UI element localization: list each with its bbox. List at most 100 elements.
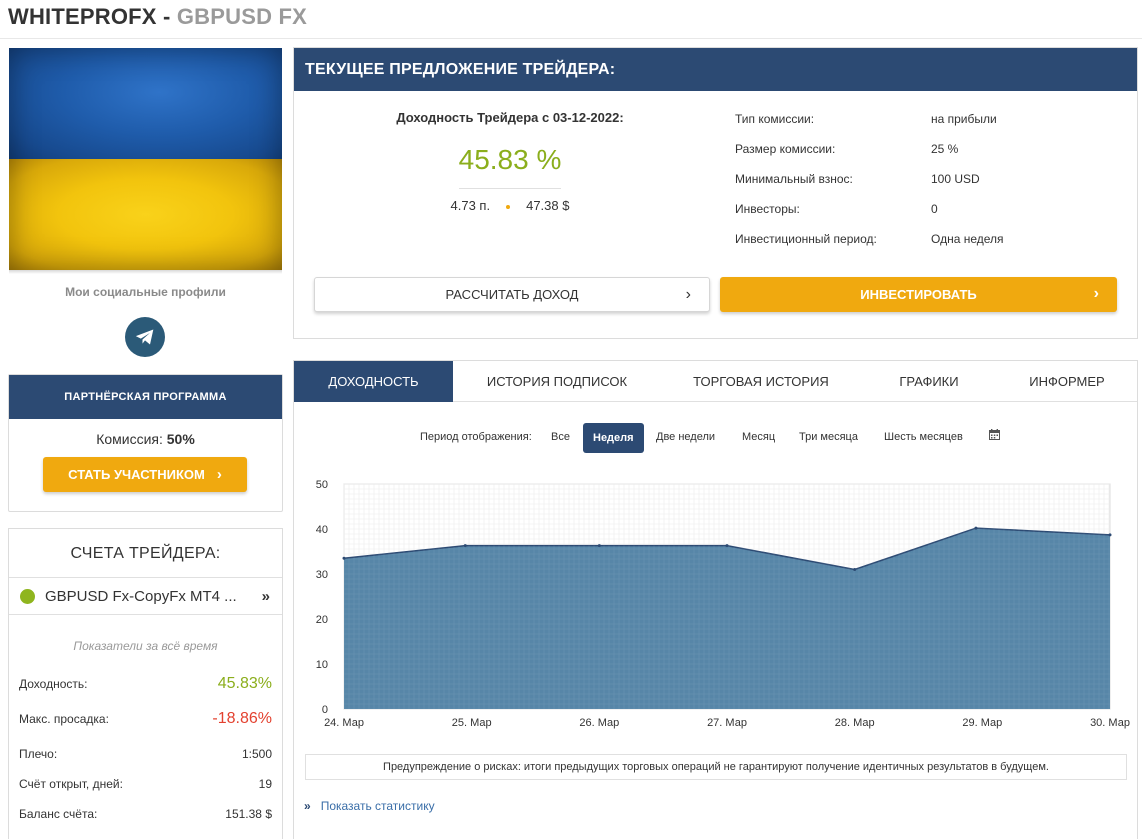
avatar-shadow (9, 270, 282, 274)
stat-label: Счёт открыт, дней: (19, 777, 123, 791)
tab-bar: ДОХОДНОСТЬ ИСТОРИЯ ПОДПИСОК ТОРГОВАЯ ИСТ… (294, 361, 1137, 402)
period-two-weeks[interactable]: Две недели (656, 431, 716, 443)
trader-offer-panel: ТЕКУЩЕЕ ПРЕДЛОЖЕНИЕ ТРЕЙДЕРА: Доходность… (293, 47, 1138, 339)
stat-label: Плечо: (19, 747, 58, 761)
social-profiles-label: Мои социальные профили (65, 285, 226, 299)
yield-points: 4.73 п. (450, 198, 491, 213)
account-name: GBPUSD Fx-CopyFx MT4 ... (45, 587, 237, 605)
stat-row-days-open: Счёт открыт, дней: 19 (19, 777, 272, 791)
page-title-sub: GBPUSD FX (176, 4, 307, 29)
info-value: 25 % (931, 142, 959, 156)
info-invest-period: Инвестиционный период: Одна неделя (735, 232, 1004, 246)
stat-label: Баланс счёта: (19, 807, 98, 821)
telegram-button[interactable] (125, 317, 165, 357)
stat-row-balance: Баланс счёта: 151.38 $ (19, 807, 272, 821)
performance-panel: ДОХОДНОСТЬ ИСТОРИЯ ПОДПИСОК ТОРГОВАЯ ИСТ… (293, 360, 1138, 839)
info-commission-type: Тип комиссии: на прибыли (735, 112, 997, 126)
tab-subscription-history[interactable]: ИСТОРИЯ ПОДПИСОК (486, 374, 628, 389)
tab-trading-history[interactable]: ТОРГОВАЯ ИСТОРИЯ (693, 374, 829, 389)
period-month[interactable]: Месяц (742, 431, 776, 443)
x-tick-label: 27. Мар (707, 717, 747, 729)
yield-details: 4.73 п. 47.38 $ (384, 198, 636, 213)
info-value: 100 USD (931, 172, 980, 186)
stat-label: Макс. просадка: (19, 712, 109, 726)
yield-label: Доходность Трейдера с 03-12-2022: (396, 110, 624, 125)
info-investors: Инвесторы: 0 (735, 202, 938, 216)
partner-program-panel: ПАРТНЁРСКАЯ ПРОГРАММА Комиссия: 50% СТАТ… (8, 374, 283, 512)
join-partner-button[interactable]: СТАТЬ УЧАСТНИКОМ › (43, 457, 247, 492)
show-statistics-link[interactable]: » Показать статистику (304, 799, 435, 813)
double-chevron-right-icon[interactable]: » (261, 587, 270, 605)
offer-title: ТЕКУЩЕЕ ПРЕДЛОЖЕНИЕ ТРЕЙДЕРА: (294, 48, 1137, 91)
telegram-icon (135, 329, 154, 345)
period-three-months[interactable]: Три месяца (799, 431, 858, 443)
y-tick-label: 30 (316, 569, 328, 581)
double-chevron-right-icon: » (304, 799, 311, 813)
data-point (597, 544, 601, 548)
chevron-right-icon: › (1093, 285, 1099, 302)
calendar-icon[interactable] (989, 429, 1000, 443)
info-value: Одна неделя (931, 232, 1004, 246)
yield-divider (459, 188, 561, 189)
chevron-right-icon: › (216, 466, 222, 483)
tab-charts[interactable]: ГРАФИКИ (899, 374, 959, 389)
bullet-icon (506, 204, 511, 209)
chevron-right-icon: › (685, 286, 691, 303)
partner-commission: Комиссия: 50% (9, 431, 282, 447)
x-tick-label: 25. Мар (452, 717, 492, 729)
trader-accounts-panel: СЧЕТА ТРЕЙДЕРА: GBPUSD Fx-CopyFx MT4 ...… (8, 528, 283, 839)
y-tick-label: 50 (316, 479, 328, 491)
data-point (1108, 533, 1112, 537)
title-divider (0, 38, 1142, 39)
risk-warning: Предупреждение о рисках: итоги предыдущи… (305, 754, 1127, 780)
period-week[interactable]: Неделя (583, 423, 644, 453)
x-tick-label: 30. Мар (1090, 717, 1130, 729)
y-tick-label: 10 (316, 659, 328, 671)
period-all[interactable]: Все (551, 431, 570, 443)
calculate-income-label: РАССЧИТАТЬ ДОХОД (445, 287, 579, 302)
info-label: Минимальный взнос: (735, 172, 853, 186)
x-tick-label: 29. Мар (962, 717, 1002, 729)
partner-commission-value: 50% (166, 431, 195, 447)
stat-value: -18.86% (212, 710, 272, 727)
period-label: Период отображения: (420, 431, 532, 443)
accounts-subtitle: Показатели за всё время (73, 639, 218, 653)
info-value: на прибыли (931, 112, 997, 126)
invest-button[interactable]: ИНВЕСТИРОВАТЬ › (720, 277, 1117, 312)
data-point (974, 526, 978, 530)
tab-yield[interactable]: ДОХОДНОСТЬ (294, 361, 453, 402)
stat-row-yield: Доходность: 45.83% (19, 675, 272, 693)
tab-informer[interactable]: ИНФОРМЕР (1029, 374, 1105, 389)
info-label: Размер комиссии: (735, 142, 836, 156)
yield-value: 45.83 % (458, 144, 562, 175)
page-title-separator: - (156, 4, 177, 29)
info-min-deposit: Минимальный взнос: 100 USD (735, 172, 980, 186)
account-row[interactable]: GBPUSD Fx-CopyFx MT4 ... » (9, 577, 282, 615)
stat-value: 45.83% (217, 675, 272, 692)
invest-label: ИНВЕСТИРОВАТЬ (860, 287, 977, 302)
yield-area-chart: 0 10 20 30 40 50 24. Мар 25. Мар 26. Мар 27. Мар 2… (316, 479, 1130, 729)
data-point (725, 544, 729, 548)
partner-program-title: ПАРТНЁРСКАЯ ПРОГРАММА (9, 375, 282, 419)
status-dot-icon (20, 588, 35, 604)
stat-value: 1:500 (241, 747, 272, 761)
info-label: Инвесторы: (735, 202, 800, 216)
partner-commission-label: Комиссия: (96, 431, 163, 447)
yield-profit: 47.38 $ (526, 198, 570, 213)
x-tick-label: 28. Мар (835, 717, 875, 729)
y-tick-label: 0 (322, 704, 328, 716)
period-six-months[interactable]: Шесть месяцев (884, 431, 963, 443)
data-point (463, 544, 467, 548)
series-area (344, 528, 1110, 709)
calculate-income-button[interactable]: РАССЧИТАТЬ ДОХОД › (314, 277, 710, 312)
show-statistics-label: Показать статистику (320, 799, 435, 813)
stat-row-drawdown: Макс. просадка: -18.86% (19, 710, 272, 728)
period-selector: Период отображения: Все Неделя Две недел… (294, 423, 1137, 453)
info-label: Тип комиссии: (735, 112, 815, 126)
info-value: 0 (931, 202, 938, 216)
accounts-title: СЧЕТА ТРЕЙДЕРА: (70, 545, 221, 562)
y-tick-label: 40 (316, 524, 328, 536)
x-tick-label: 26. Мар (579, 717, 619, 729)
stat-label: Доходность: (19, 677, 88, 691)
page-title: WHITEPROFX - GBPUSD FX (8, 4, 307, 30)
